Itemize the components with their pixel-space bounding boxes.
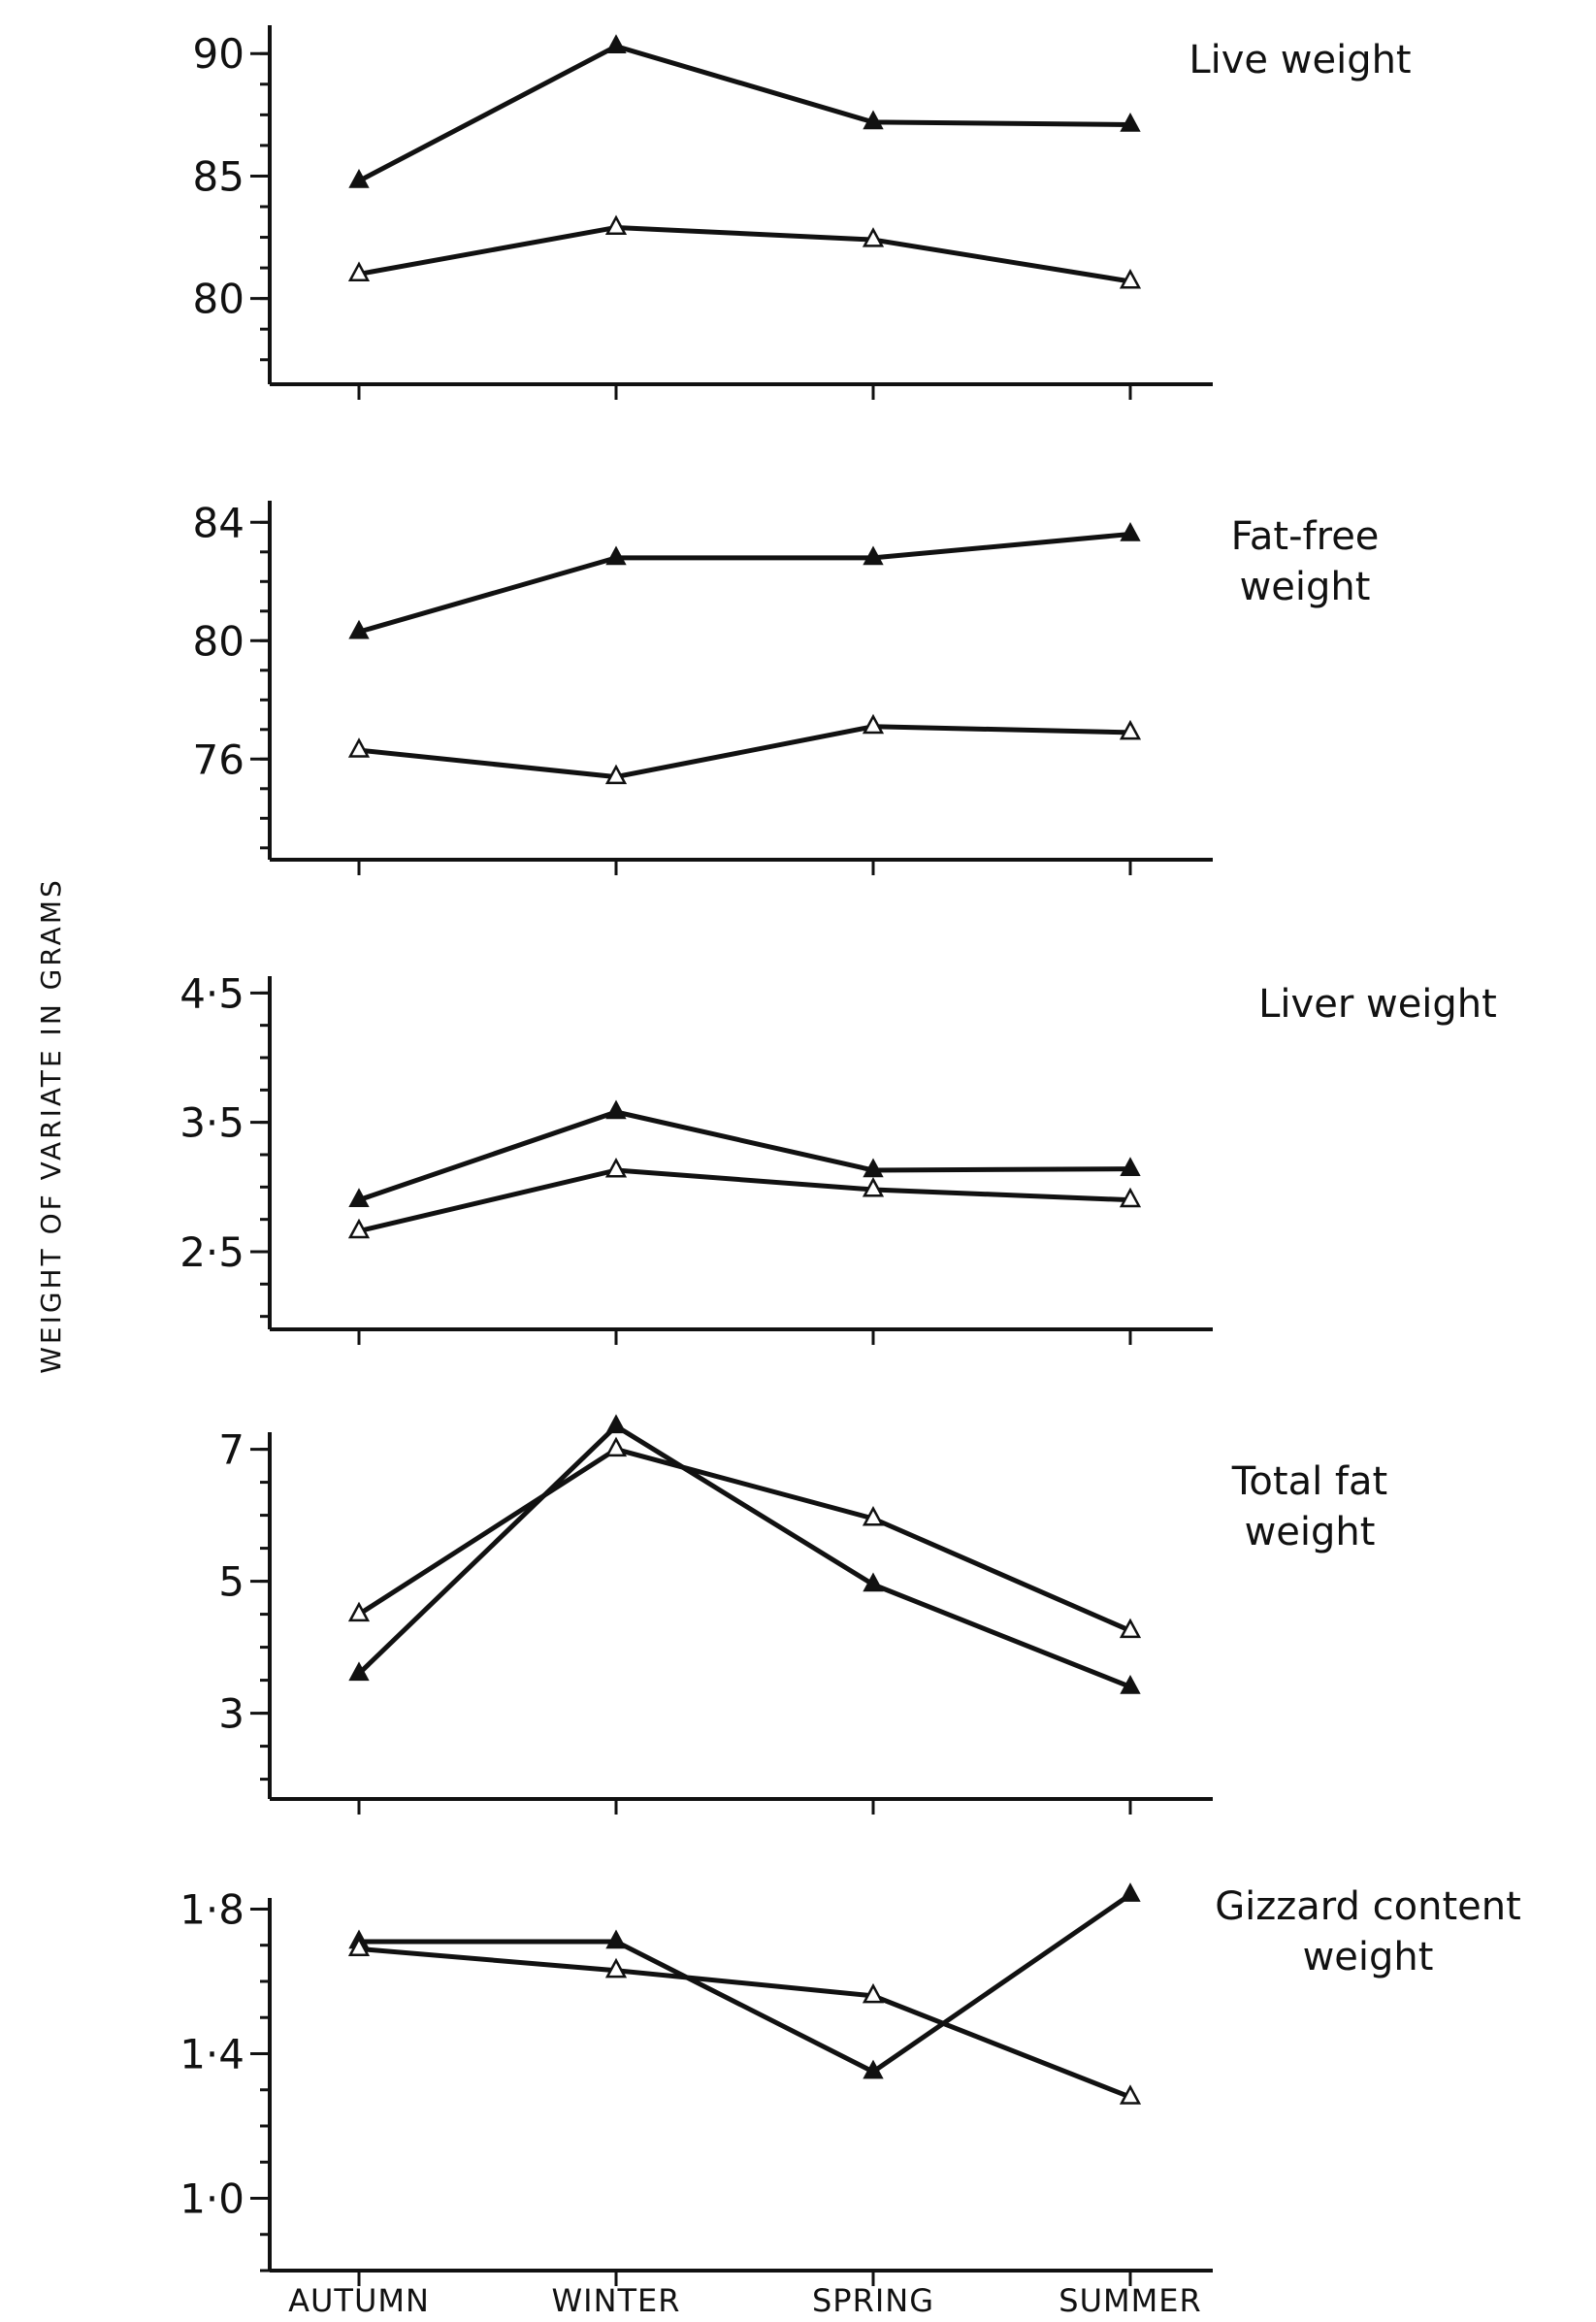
panel-1-y-tick-label: 80 [193,276,244,323]
panel-5-series-filled-point-spring [863,2059,884,2079]
panel-4-series-filled-line [357,1423,1131,1689]
panel-2-y-tick-label: 80 [193,617,244,665]
panel-3-series-filled-point-spring [863,1158,884,1178]
panel-4-series-filled-point-autumn [348,1661,370,1682]
panel-5-series-open-point-autumn [347,1936,371,1956]
panel-1-series-filled-line [357,44,1131,183]
panel-4-series-open-point-summer [1119,1618,1142,1639]
panel-4-title-line: weight [1245,1510,1376,1554]
panel-3-series-open-line [358,1167,1131,1234]
panel-5-series-open-point-summer [1119,2084,1142,2105]
x-axis-labels: AUTUMN WINTER SPRING SUMMER [288,2282,1201,2319]
panel-4-series-filled-point-summer [1120,1674,1141,1694]
panel-2-fat-free-weight: 76 80 84 Fat-free weight [193,499,1380,875]
panel-3-series-filled-point-summer [1120,1157,1141,1176]
panel-5-y-tick-label: 1·0 [179,2175,244,2222]
panel-4-series-open-line [357,1447,1131,1633]
panel-3-series-open-point-summer [1119,1187,1142,1208]
panel-3-series-filled-point-autumn [348,1188,370,1207]
panel-4-series-open-point-autumn [347,1601,371,1622]
panel-5-y-tick-label: 1·8 [179,1885,244,1933]
panel-2-series-open-line [358,724,1131,780]
panel-5-title-line: Gizzard content [1215,1884,1521,1929]
panel-1-y-tick-label: 85 [193,152,244,200]
panel-3-title-line: Liver weight [1258,982,1497,1027]
panel-2-series-open-point-summer [1119,719,1142,740]
panel-3-series-open-point-autumn [347,1218,371,1239]
panel-3-y-tick-label: 2·5 [179,1228,244,1276]
panel-5-series-filled-line [359,1892,1132,2075]
panel-3-liver-weight: 2·5 3·5 4·5 Liver weight [179,969,1497,1345]
panel-1-series-filled-point-summer [1120,112,1141,132]
panel-1-title-line: Live weight [1189,38,1411,82]
chart-panels: 80 85 90 Live weight 76 80 84 Fat-free weight 2·5… [179,25,1521,2286]
panel-2-title-line: weight [1240,565,1371,609]
panel-2-series-filled-point-summer [1120,522,1141,541]
panel-2-series-open-point-spring [862,713,885,735]
panel-3-series-filled-point-winter [605,1099,627,1120]
x-label-winter: WINTER [551,2282,680,2319]
panel-5-series-open-point-spring [862,1982,885,2004]
panel-5-series-filled-point-winter [605,1929,627,1949]
panel-4-y-tick-label: 3 [218,1690,244,1738]
panel-4-y-tick-label: 7 [218,1426,244,1474]
panel-1-series-open-point-winter [604,214,628,236]
panel-4-series-filled-point-spring [863,1572,884,1592]
panel-1-series-filled-point-winter [605,34,627,53]
x-label-summer: SUMMER [1059,2282,1201,2319]
panel-4-series-open-point-winter [604,1436,628,1457]
y-axis-title: WEIGHT OF VARIATE IN GRAMS [35,877,67,1374]
panel-1-series-open-point-summer [1119,269,1142,289]
panel-4-y-tick-label: 5 [218,1558,244,1606]
panel-4-series-open-point-spring [862,1506,885,1526]
panel-4-series-filled-point-winter [605,1414,627,1434]
panel-2-series-open-point-winter [604,764,628,785]
panel-2-series-filled-line [358,532,1131,635]
panel-1-series-filled-point-autumn [348,169,370,188]
panel-1-series-filled-point-spring [863,110,884,130]
panel-1-live-weight: 80 85 90 Live weight [193,25,1412,400]
panel-5-y-tick-label: 1·4 [179,2030,244,2077]
panel-2-series-filled-point-autumn [348,619,370,639]
x-label-spring: SPRING [812,2282,934,2319]
panel-2-series-filled-point-winter [605,545,627,566]
panel-1-series-open-line [358,224,1131,284]
panel-3-y-tick-label: 3·5 [179,1099,244,1147]
panel-2-title-line: Fat-free [1231,514,1380,559]
panel-2-y-tick-label: 76 [193,736,244,783]
panel-2-series-filled-point-spring [863,545,884,566]
panel-5-series-open-point-winter [604,1957,628,1979]
panel-3-series-filled-line [358,1109,1131,1203]
panel-4-title-line: Total fat [1231,1459,1387,1504]
x-label-autumn: AUTUMN [288,2282,430,2319]
panel-1-y-tick-label: 90 [193,30,244,78]
panel-1-series-open-point-spring [862,227,885,247]
panel-5-series-open-line [358,1946,1131,2100]
panel-1-series-open-point-autumn [347,261,371,281]
panel-5-title-line: weight [1303,1935,1434,1979]
panel-3-y-tick-label: 4·5 [179,969,244,1017]
panel-5-gizzard-content-weight: 1·0 1·4 1·8 Gizzard content weight [179,1882,1521,2286]
panel-3-series-open-point-winter [604,1158,628,1178]
panel-2-series-open-point-autumn [347,737,371,758]
panel-2-y-tick-label: 84 [193,499,244,546]
panel-4-total-fat-weight: 3 5 7 Total fat weight [218,1414,1387,1815]
panel-5-series-filled-point-summer [1120,1882,1141,1902]
panel-3-series-open-point-spring [862,1177,885,1197]
